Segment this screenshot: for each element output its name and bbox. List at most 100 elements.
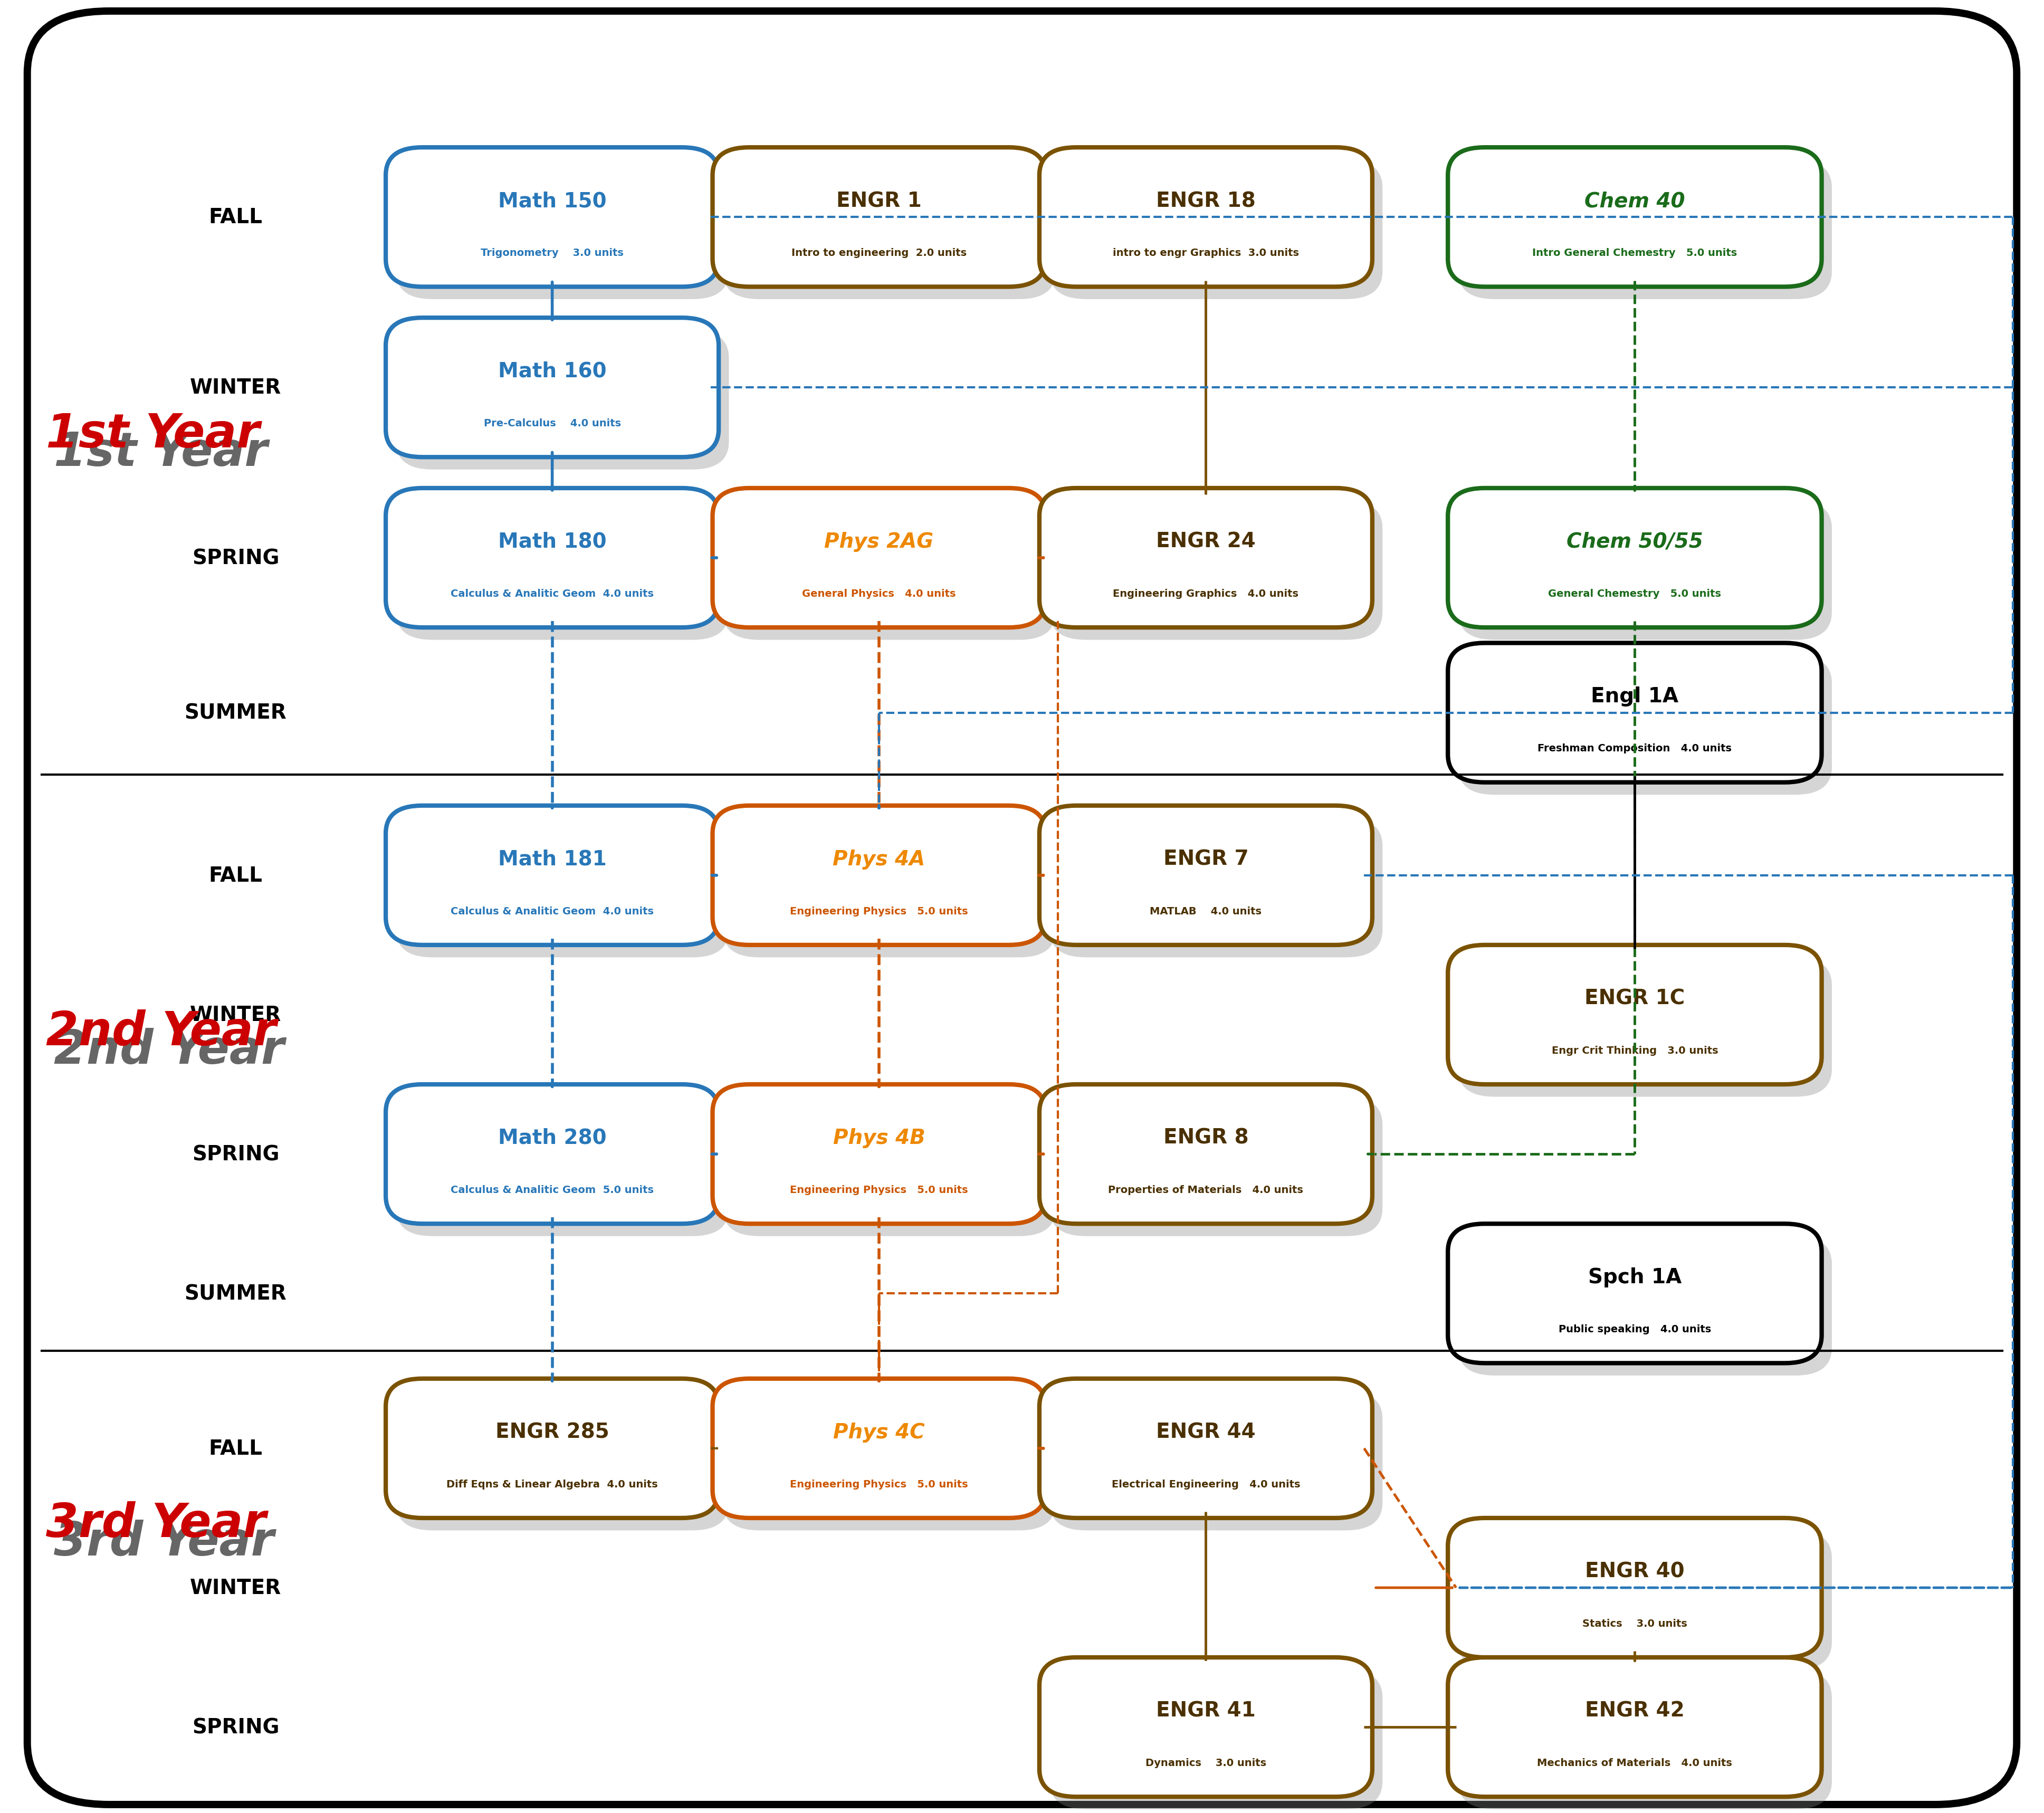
FancyBboxPatch shape	[27, 11, 2017, 1804]
Text: Calculus & Analitic Geom  4.0 units: Calculus & Analitic Geom 4.0 units	[450, 907, 654, 916]
FancyBboxPatch shape	[386, 1084, 719, 1224]
FancyBboxPatch shape	[1038, 1084, 1372, 1224]
Text: Calculus & Analitic Geom  5.0 units: Calculus & Analitic Geom 5.0 units	[450, 1184, 654, 1195]
Text: 1st Year: 1st Year	[45, 412, 260, 457]
FancyBboxPatch shape	[1447, 1657, 1821, 1797]
Text: Math 280: Math 280	[499, 1128, 607, 1148]
Text: Engr Crit Thinking   3.0 units: Engr Crit Thinking 3.0 units	[1551, 1046, 1719, 1055]
Text: Dynamics    3.0 units: Dynamics 3.0 units	[1145, 1757, 1267, 1768]
Text: General Physics   4.0 units: General Physics 4.0 units	[801, 589, 957, 598]
FancyBboxPatch shape	[1447, 1224, 1821, 1363]
FancyBboxPatch shape	[1457, 1530, 1831, 1670]
FancyBboxPatch shape	[386, 317, 719, 457]
Text: Phys 4B: Phys 4B	[832, 1128, 926, 1148]
FancyBboxPatch shape	[1447, 644, 1821, 783]
FancyBboxPatch shape	[1457, 1236, 1831, 1376]
Text: SPRING: SPRING	[192, 1717, 280, 1737]
Text: ENGR 41: ENGR 41	[1157, 1701, 1255, 1721]
FancyBboxPatch shape	[713, 149, 1044, 286]
Text: 2nd Year: 2nd Year	[53, 1028, 284, 1073]
FancyBboxPatch shape	[724, 1391, 1055, 1530]
FancyBboxPatch shape	[1038, 1378, 1372, 1517]
FancyBboxPatch shape	[386, 805, 719, 945]
Text: Engl 1A: Engl 1A	[1590, 687, 1678, 707]
Text: 3rd Year: 3rd Year	[45, 1501, 266, 1546]
FancyBboxPatch shape	[1457, 160, 1831, 299]
FancyBboxPatch shape	[724, 1097, 1055, 1236]
FancyBboxPatch shape	[1038, 805, 1372, 945]
Text: ENGR 7: ENGR 7	[1163, 848, 1249, 868]
FancyBboxPatch shape	[724, 818, 1055, 957]
Text: Engineering Physics   5.0 units: Engineering Physics 5.0 units	[789, 907, 969, 916]
Text: Calculus & Analitic Geom  4.0 units: Calculus & Analitic Geom 4.0 units	[450, 589, 654, 598]
Text: WINTER: WINTER	[190, 1004, 282, 1024]
FancyBboxPatch shape	[1457, 656, 1831, 796]
Text: Chem 40: Chem 40	[1584, 190, 1684, 210]
Text: ENGR 42: ENGR 42	[1584, 1701, 1684, 1721]
Text: Engineering Graphics   4.0 units: Engineering Graphics 4.0 units	[1114, 589, 1298, 598]
Text: Engineering Physics   5.0 units: Engineering Physics 5.0 units	[789, 1184, 969, 1195]
FancyBboxPatch shape	[397, 500, 730, 640]
Text: ENGR 44: ENGR 44	[1157, 1421, 1255, 1441]
Text: Intro to engineering  2.0 units: Intro to engineering 2.0 units	[791, 248, 967, 257]
FancyBboxPatch shape	[713, 805, 1044, 945]
FancyBboxPatch shape	[713, 488, 1044, 627]
FancyBboxPatch shape	[1038, 149, 1372, 286]
Text: Trigonometry    3.0 units: Trigonometry 3.0 units	[480, 248, 623, 257]
Text: SUMMER: SUMMER	[184, 1284, 286, 1304]
Text: WINTER: WINTER	[190, 377, 282, 397]
Text: FALL: FALL	[208, 865, 262, 885]
Text: Freshman Composition   4.0 units: Freshman Composition 4.0 units	[1537, 743, 1731, 754]
FancyBboxPatch shape	[1457, 500, 1831, 640]
Text: Electrical Engineering   4.0 units: Electrical Engineering 4.0 units	[1112, 1479, 1300, 1488]
Text: ENGR 24: ENGR 24	[1157, 531, 1255, 551]
Text: SPRING: SPRING	[192, 1144, 280, 1164]
Text: 1st Year: 1st Year	[53, 430, 268, 475]
Text: Phys 4A: Phys 4A	[832, 848, 926, 868]
Text: Statics    3.0 units: Statics 3.0 units	[1582, 1619, 1686, 1628]
Text: ENGR 18: ENGR 18	[1157, 190, 1255, 210]
Text: ENGR 40: ENGR 40	[1584, 1561, 1684, 1581]
Text: Math 160: Math 160	[499, 361, 607, 381]
FancyBboxPatch shape	[713, 1378, 1044, 1517]
FancyBboxPatch shape	[1049, 818, 1382, 957]
FancyBboxPatch shape	[724, 160, 1055, 299]
Text: Spch 1A: Spch 1A	[1588, 1267, 1682, 1287]
FancyBboxPatch shape	[1049, 1391, 1382, 1530]
Text: Chem 50/55: Chem 50/55	[1566, 531, 1703, 551]
FancyBboxPatch shape	[386, 149, 719, 286]
FancyBboxPatch shape	[397, 330, 730, 470]
FancyBboxPatch shape	[713, 1084, 1044, 1224]
Text: Properties of Materials   4.0 units: Properties of Materials 4.0 units	[1108, 1184, 1304, 1195]
FancyBboxPatch shape	[724, 500, 1055, 640]
Text: Engineering Physics   5.0 units: Engineering Physics 5.0 units	[789, 1479, 969, 1488]
Text: General Chemestry   5.0 units: General Chemestry 5.0 units	[1547, 589, 1721, 598]
Text: Intro General Chemestry   5.0 units: Intro General Chemestry 5.0 units	[1533, 248, 1737, 257]
Text: intro to engr Graphics  3.0 units: intro to engr Graphics 3.0 units	[1112, 248, 1298, 257]
FancyBboxPatch shape	[397, 1391, 730, 1530]
Text: MATLAB    4.0 units: MATLAB 4.0 units	[1151, 907, 1261, 916]
FancyBboxPatch shape	[386, 488, 719, 627]
Text: FALL: FALL	[208, 207, 262, 227]
FancyBboxPatch shape	[1457, 1670, 1831, 1809]
FancyBboxPatch shape	[397, 1097, 730, 1236]
Text: ENGR 285: ENGR 285	[495, 1421, 609, 1441]
FancyBboxPatch shape	[1447, 488, 1821, 627]
Text: 3rd Year: 3rd Year	[53, 1519, 274, 1565]
Text: ENGR 1: ENGR 1	[836, 190, 922, 210]
Text: Diff Eqns & Linear Algebra  4.0 units: Diff Eqns & Linear Algebra 4.0 units	[446, 1479, 658, 1488]
FancyBboxPatch shape	[1447, 945, 1821, 1084]
FancyBboxPatch shape	[386, 1378, 719, 1517]
FancyBboxPatch shape	[1447, 1517, 1821, 1657]
Text: Phys 2AG: Phys 2AG	[824, 531, 934, 551]
FancyBboxPatch shape	[1049, 1097, 1382, 1236]
FancyBboxPatch shape	[397, 160, 730, 299]
Text: Math 181: Math 181	[499, 848, 607, 868]
Text: SUMMER: SUMMER	[184, 703, 286, 723]
FancyBboxPatch shape	[1038, 1657, 1372, 1797]
Text: ENGR 8: ENGR 8	[1163, 1128, 1249, 1148]
FancyBboxPatch shape	[1038, 488, 1372, 627]
Text: Mechanics of Materials   4.0 units: Mechanics of Materials 4.0 units	[1537, 1757, 1733, 1768]
Text: WINTER: WINTER	[190, 1577, 282, 1597]
Text: 2nd Year: 2nd Year	[45, 1010, 276, 1055]
